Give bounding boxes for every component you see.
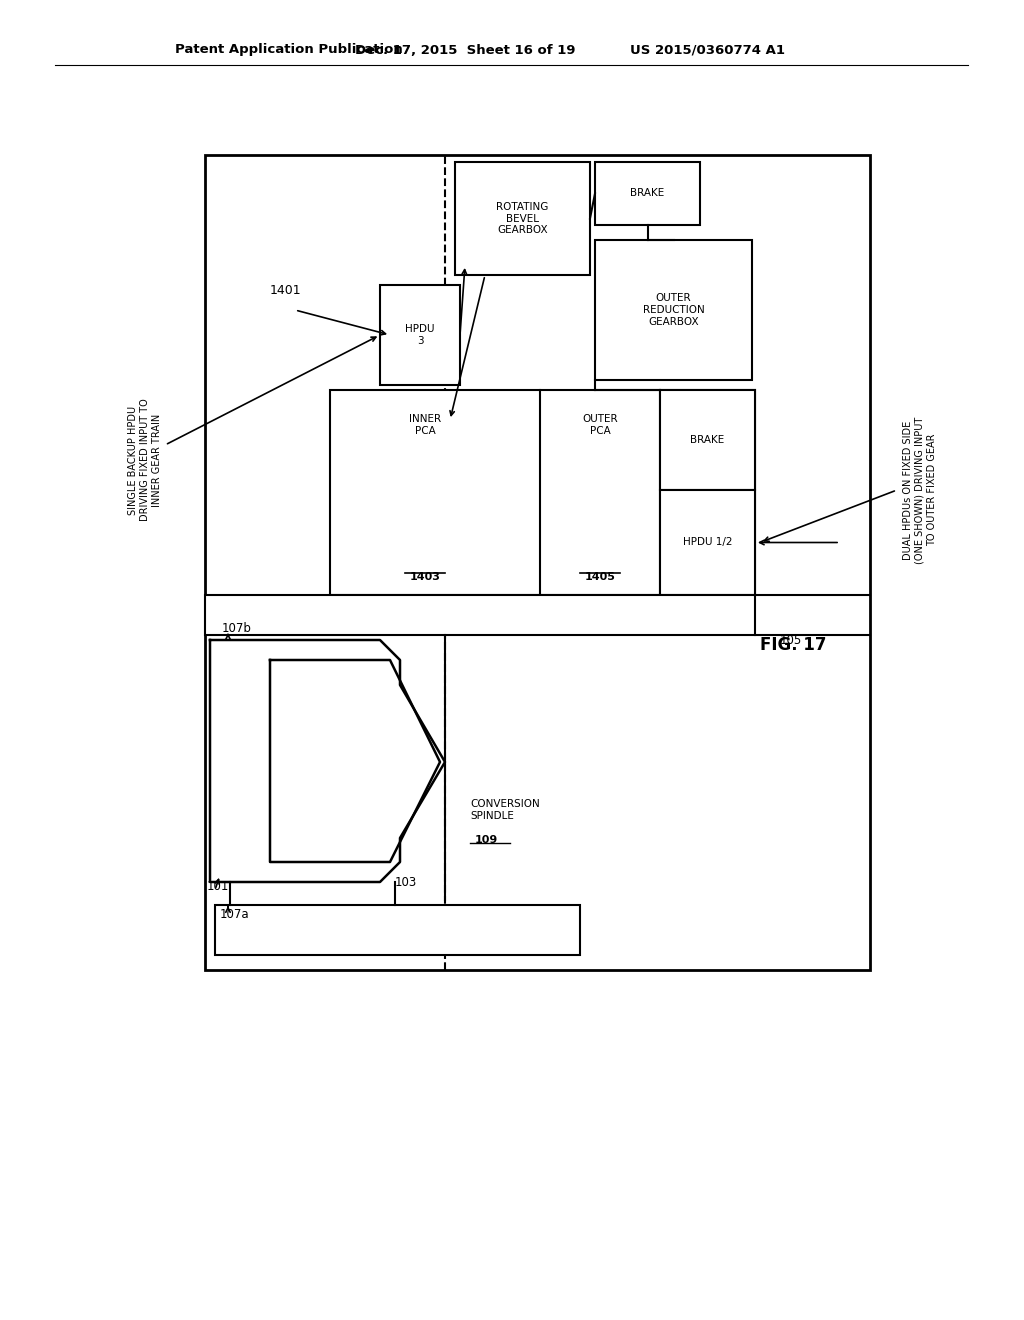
Text: Dec. 17, 2015  Sheet 16 of 19: Dec. 17, 2015 Sheet 16 of 19	[355, 44, 575, 57]
Bar	[660, 490, 755, 595]
Text: BRAKE: BRAKE	[631, 189, 665, 198]
Text: 103: 103	[395, 875, 417, 888]
Bar	[205, 595, 755, 635]
Text: FIG. 17: FIG. 17	[760, 636, 826, 653]
Bar	[595, 162, 700, 224]
Text: 1403: 1403	[410, 572, 440, 582]
Text: OUTER
REDUCTION
GEARBOX: OUTER REDUCTION GEARBOX	[643, 293, 705, 326]
Text: 105: 105	[780, 634, 802, 647]
Text: 101: 101	[207, 880, 229, 894]
Text: 107a: 107a	[220, 908, 250, 921]
Text: 1405: 1405	[585, 572, 615, 582]
Text: HPDU 1/2: HPDU 1/2	[683, 537, 732, 548]
Text: OUTER
PCA: OUTER PCA	[583, 414, 617, 436]
Text: DUAL HPDUs ON FIXED SIDE
(ONE SHOWN) DRIVING INPUT
TO OUTER FIXED GEAR: DUAL HPDUs ON FIXED SIDE (ONE SHOWN) DRI…	[903, 416, 937, 564]
Bar	[215, 906, 580, 954]
Bar	[330, 389, 755, 595]
Bar	[660, 389, 755, 490]
Text: HPDU
3: HPDU 3	[406, 325, 435, 346]
Text: 109: 109	[475, 836, 499, 845]
Text: CONVERSION
SPINDLE: CONVERSION SPINDLE	[470, 799, 540, 821]
Bar	[595, 240, 752, 380]
Bar	[380, 285, 460, 385]
Bar	[455, 162, 590, 275]
Text: INNER
PCA: INNER PCA	[409, 414, 441, 436]
Text: SINGLE BACKUP HPDU
DRIVING FIXED INPUT TO
INNER GEAR TRAIN: SINGLE BACKUP HPDU DRIVING FIXED INPUT T…	[128, 399, 162, 521]
Text: ROTATING
BEVEL
GEARBOX: ROTATING BEVEL GEARBOX	[497, 202, 549, 235]
Text: 1401: 1401	[270, 284, 302, 297]
Text: US 2015/0360774 A1: US 2015/0360774 A1	[630, 44, 785, 57]
Text: 107b: 107b	[222, 622, 252, 635]
Bar	[205, 154, 870, 970]
Text: BRAKE: BRAKE	[690, 436, 725, 445]
Text: Patent Application Publication: Patent Application Publication	[175, 44, 402, 57]
